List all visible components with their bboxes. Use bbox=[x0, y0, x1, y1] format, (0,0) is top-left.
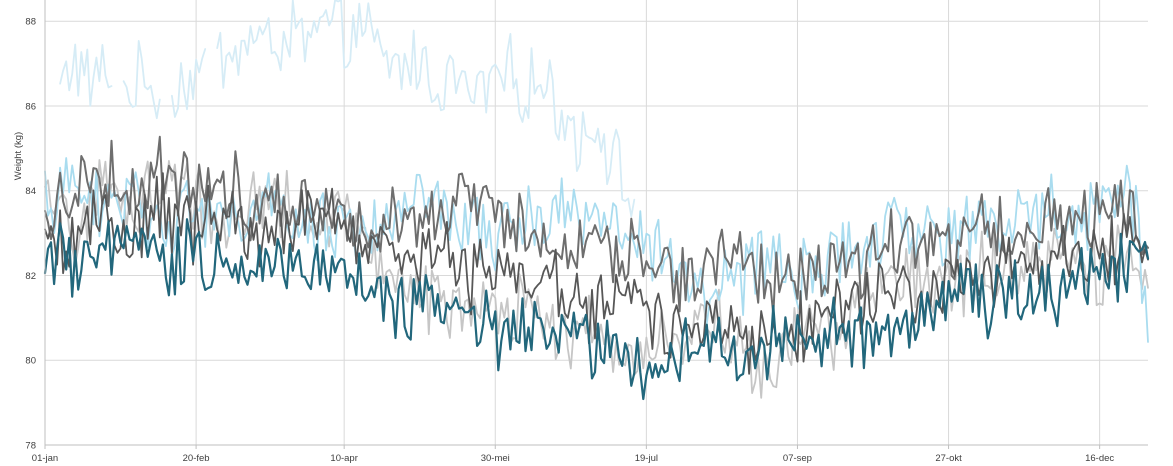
series-line-6 bbox=[43, 218, 1150, 401]
y-tick-label: 88 bbox=[25, 17, 36, 28]
series-line-4 bbox=[44, 135, 1149, 316]
series-lines bbox=[43, 0, 1150, 401]
series-line-1 bbox=[59, 0, 636, 218]
x-tick-label: 20-feb bbox=[183, 453, 210, 464]
y-tick-label: 78 bbox=[25, 441, 36, 452]
y-tick-label: 84 bbox=[25, 186, 36, 197]
axes: 78 80 82 84 86 88 01-jan 20-feb 10-apr 30-mei 19-j… bbox=[25, 0, 1148, 464]
x-tick-label: 30-mei bbox=[481, 453, 510, 464]
y-tick-label: 82 bbox=[25, 271, 36, 282]
y-tick-label: 80 bbox=[25, 356, 36, 367]
x-tick-label: 19-jul bbox=[635, 453, 658, 464]
y-axis-title: Weight (kg) bbox=[13, 132, 24, 180]
y-tick-label: 86 bbox=[25, 101, 36, 112]
x-tick-label: 01-jan bbox=[32, 453, 58, 464]
x-tick-label: 27-okt bbox=[935, 453, 962, 464]
x-tick-label: 10-apr bbox=[330, 453, 357, 464]
x-tick-label: 07-sep bbox=[783, 453, 812, 464]
x-tick-label: 16-dec bbox=[1085, 453, 1114, 464]
